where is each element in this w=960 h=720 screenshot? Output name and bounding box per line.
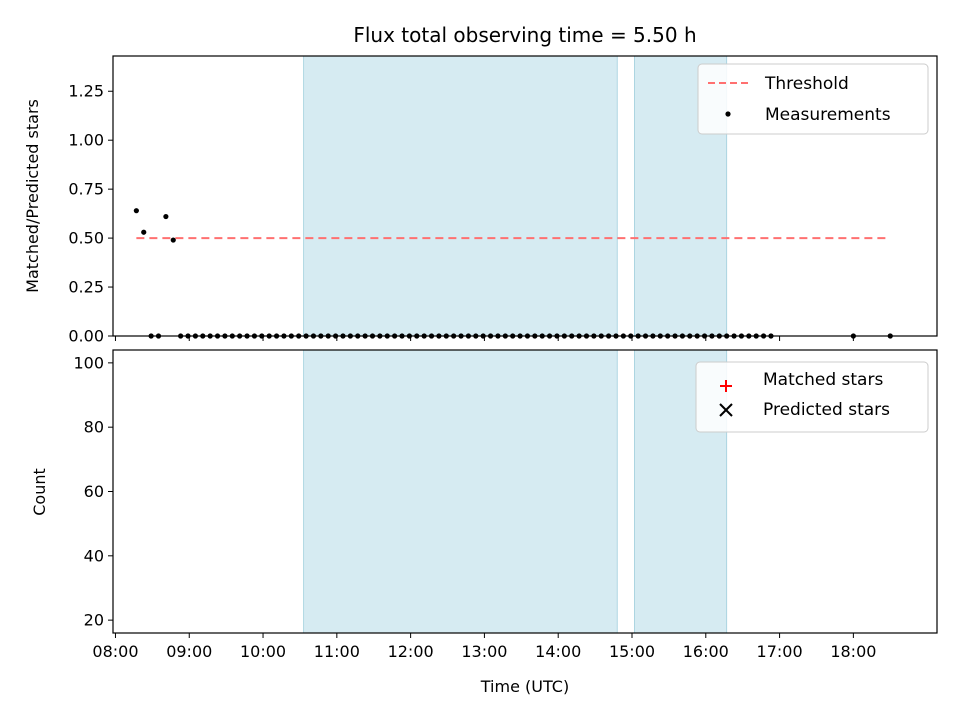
y-tick-label: 0.75 <box>68 180 104 199</box>
y-tick-label: 100 <box>73 353 104 372</box>
shaded-interval <box>303 349 618 634</box>
x-tick-label: 09:00 <box>166 642 212 661</box>
top-shaded-intervals <box>303 55 728 337</box>
measurement-point <box>141 229 147 235</box>
x-tick-label: 10:00 <box>240 642 286 661</box>
top-legend: Threshold Measurements <box>697 63 929 135</box>
x-tick-label: 08:00 <box>92 642 138 661</box>
bottom-shaded-intervals <box>303 349 728 634</box>
y-tick-label: 60 <box>84 482 104 501</box>
legend-predicted-swatch <box>719 403 733 417</box>
x-tick-label: 11:00 <box>314 642 360 661</box>
x-tick-label: 13:00 <box>461 642 507 661</box>
top-legend-box <box>697 63 929 135</box>
y-tick-label: 40 <box>84 546 104 565</box>
x-tick-label: 17:00 <box>757 642 803 661</box>
x-tick-label: 14:00 <box>535 642 581 661</box>
legend-matched-swatch <box>720 380 732 392</box>
bottom-legend-box <box>695 361 929 433</box>
bottom-x-ticks: 08:00 09:00 10:00 11:00 12:00 13:00 14:00 15:00… <box>92 633 876 661</box>
legend-measurements-swatch <box>725 111 731 117</box>
measurement-point <box>133 208 139 214</box>
y-tick-label: 1.00 <box>68 131 104 150</box>
x-tick-label: 16:00 <box>683 642 729 661</box>
measurement-point <box>163 213 169 220</box>
top-subplot: Flux total observing time = 5.50 h 0.000… <box>23 23 938 346</box>
top-axes-frame <box>112 55 938 337</box>
bottom-y-ticks: 20 40 60 80 100 <box>73 353 113 630</box>
chart-title: Flux total observing time = 5.50 h <box>353 23 696 47</box>
measurement-point <box>170 237 176 243</box>
top-y-ticks: 0.00 0.25 0.50 0.75 1.00 1.25 <box>68 82 113 346</box>
legend-measurements-label: Measurements <box>765 105 891 125</box>
y-tick-label: 0.00 <box>68 327 104 346</box>
x-tick-label: 18:00 <box>830 642 876 661</box>
y-tick-label: 80 <box>84 418 104 437</box>
top-x-ticks <box>114 336 854 341</box>
bottom-legend: Matched stars Predicted stars <box>695 361 929 433</box>
legend-predicted-label: Predicted stars <box>763 400 890 420</box>
shaded-interval <box>303 55 618 337</box>
y-tick-label: 0.50 <box>68 229 104 248</box>
bottom-subplot: 20 40 60 80 100 08:00 09:00 10:00 11:00 12:00 13:… <box>30 349 938 696</box>
y-tick-label: 0.25 <box>68 278 104 297</box>
y-tick-label: 1.25 <box>68 82 104 101</box>
x-tick-label: 15:00 <box>609 642 655 661</box>
legend-threshold-label: Threshold <box>764 74 849 94</box>
y-tick-label: 20 <box>84 611 104 630</box>
legend-matched-label: Matched stars <box>763 370 883 390</box>
bottom-y-axis-label: Count <box>30 468 49 516</box>
x-tick-label: 12:00 <box>388 642 434 661</box>
top-y-axis-label: Matched/Predicted stars <box>23 99 42 293</box>
x-axis-label: Time (UTC) <box>480 677 569 696</box>
